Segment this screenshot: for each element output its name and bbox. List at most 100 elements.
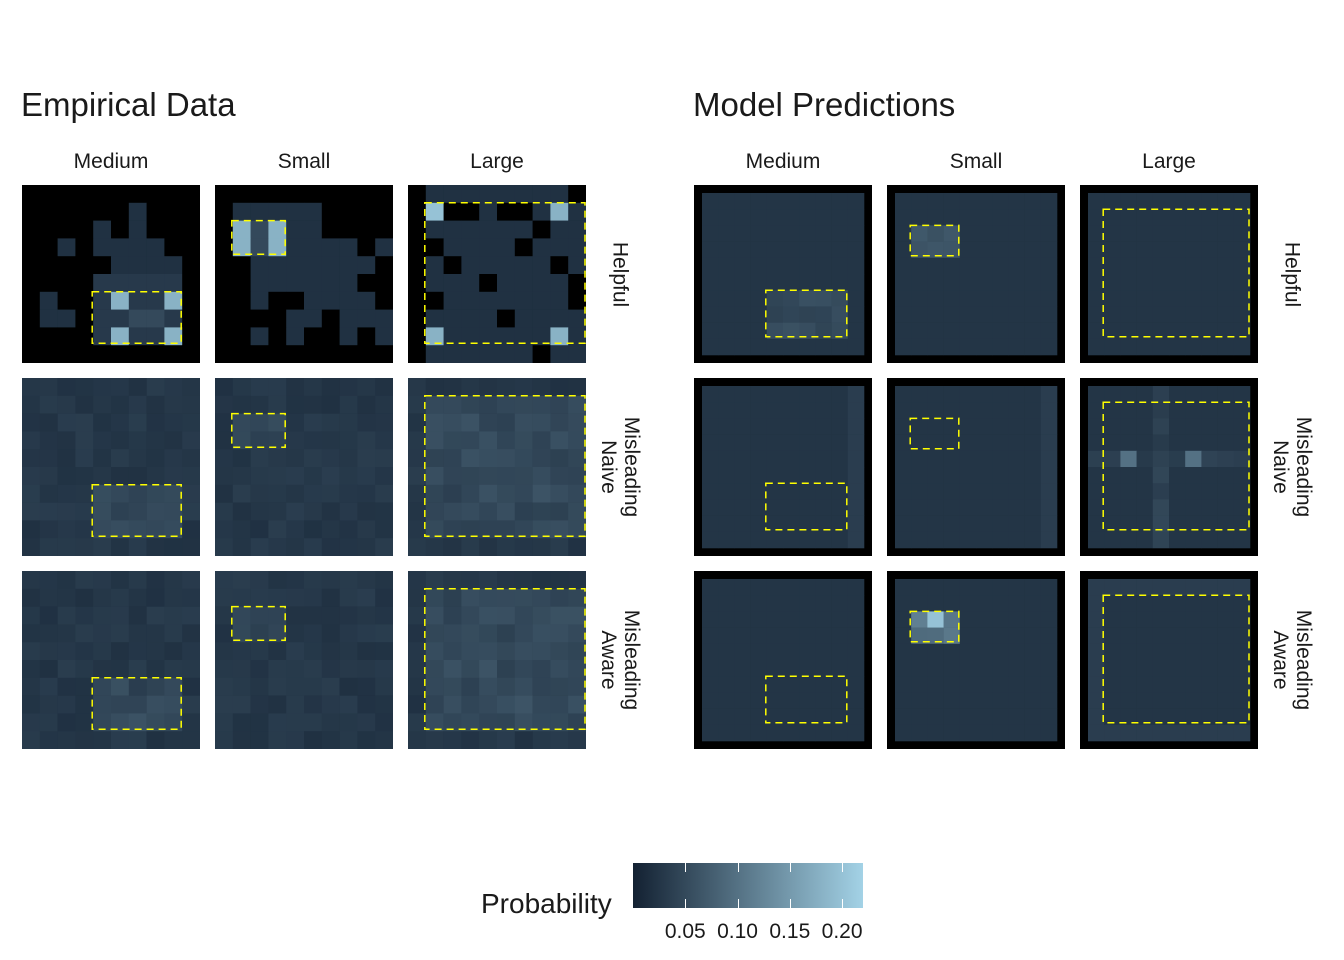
heatmap-cell <box>57 449 76 468</box>
heatmap-cell <box>128 413 147 432</box>
heatmap-cell <box>232 431 251 450</box>
heatmap-cell <box>443 467 462 486</box>
heatmap-cell <box>443 431 462 450</box>
heatmap-cell <box>992 483 1009 500</box>
heatmap-cell <box>375 502 393 521</box>
heatmap-cell <box>1120 692 1137 709</box>
heatmap-cell <box>357 449 376 468</box>
heatmap-cell <box>408 202 427 221</box>
heatmap-cell <box>215 660 234 679</box>
heatmap-cell <box>268 588 287 607</box>
heatmap-cell <box>831 386 849 403</box>
heatmap-cell <box>164 695 183 714</box>
heatmap-cell <box>232 484 251 503</box>
heatmap-cell <box>514 660 533 679</box>
heatmap-cell <box>1024 708 1042 726</box>
heatmap-cell <box>847 241 865 259</box>
heatmap-cell <box>182 413 200 432</box>
heatmap-cell <box>146 624 165 643</box>
heatmap-cell <box>443 624 462 643</box>
heatmap-cell <box>286 677 305 696</box>
heatmap-cell <box>550 202 569 221</box>
heatmap-cell <box>268 395 287 414</box>
heatmap-cell <box>339 624 358 643</box>
heatmap-cell <box>57 185 76 204</box>
heatmap-cell <box>1233 225 1251 242</box>
heatmap-cell <box>927 322 944 340</box>
heatmap-cell <box>911 579 928 596</box>
heatmap-cell <box>1104 611 1121 628</box>
heatmap-cell <box>215 677 234 696</box>
heatmap-cell <box>22 695 41 714</box>
heatmap-cell <box>182 467 200 486</box>
heatmap-cell <box>568 185 586 204</box>
heatmap-cell <box>734 386 751 403</box>
heatmap-cell <box>1217 708 1235 726</box>
heatmap-cell <box>734 595 751 612</box>
heatmap-cell <box>911 450 928 468</box>
heatmap-cell <box>1104 257 1121 275</box>
heatmap-cell <box>75 309 94 328</box>
heatmap-cell <box>408 309 427 328</box>
heatmap-cell <box>375 484 393 503</box>
heatmap-cell <box>39 731 58 749</box>
heatmap-cell <box>339 731 358 749</box>
heatmap-cell <box>268 606 287 625</box>
heatmap-cell <box>1088 402 1105 419</box>
heatmap-cell <box>22 238 41 257</box>
heatmap-cell <box>959 531 977 549</box>
heatmap-cell <box>718 418 735 435</box>
heatmap-cell <box>702 193 719 210</box>
heatmap-cell <box>959 483 977 500</box>
heatmap-cell <box>959 257 977 275</box>
heatmap-cell <box>57 502 76 521</box>
heatmap-cell <box>357 502 376 521</box>
heatmap-cell <box>479 520 498 539</box>
heatmap-cell <box>75 413 94 432</box>
heatmap-cell <box>75 256 94 275</box>
heatmap-cell <box>75 642 94 661</box>
heatmap-cell <box>497 449 516 468</box>
heatmap-cell <box>911 322 928 340</box>
heatmap-cell <box>250 538 269 556</box>
heatmap-cell <box>734 193 751 210</box>
heatmap-cell <box>339 642 358 661</box>
heatmap-cell <box>1120 225 1137 242</box>
heatmap-cell <box>1104 499 1121 516</box>
heatmap-cell <box>22 660 41 679</box>
heatmap-cell <box>339 220 358 239</box>
heatmap-cell <box>992 306 1009 323</box>
heatmap-cell <box>895 660 912 677</box>
heatmap-cell <box>702 660 719 677</box>
heatmap-cell <box>943 274 961 291</box>
heatmap-cell <box>702 402 719 419</box>
heatmap-cell <box>93 378 112 397</box>
heatmap-cell <box>357 484 376 503</box>
heatmap-cell <box>911 225 928 242</box>
heatmap-cell <box>75 484 94 503</box>
heatmap-cell <box>425 624 444 643</box>
heatmap-cell <box>1217 483 1235 500</box>
heatmap-cell <box>1008 418 1025 435</box>
heatmap-cell <box>927 209 944 226</box>
heatmap-cell <box>22 677 41 696</box>
heatmap-cell <box>1040 257 1058 275</box>
heatmap-cell <box>1008 338 1025 356</box>
heatmap-cell <box>976 483 993 500</box>
heatmap-cell <box>1088 467 1105 484</box>
heatmap-cell <box>111 538 130 556</box>
heatmap-cell <box>75 571 94 590</box>
heatmap-cell <box>943 241 961 259</box>
heatmap-cell <box>1120 434 1137 452</box>
heatmap-cell <box>164 185 183 204</box>
heatmap-cell <box>514 202 533 221</box>
heatmap-cell <box>164 642 183 661</box>
heatmap-cell <box>1217 531 1235 549</box>
heatmap-cell <box>1008 402 1025 419</box>
heatmap-cell <box>286 502 305 521</box>
heatmap-cell <box>766 274 784 291</box>
heatmap-cell <box>718 225 735 242</box>
heatmap-cell <box>164 484 183 503</box>
heatmap-cell <box>1008 467 1025 484</box>
heatmap-tile <box>1080 185 1258 363</box>
